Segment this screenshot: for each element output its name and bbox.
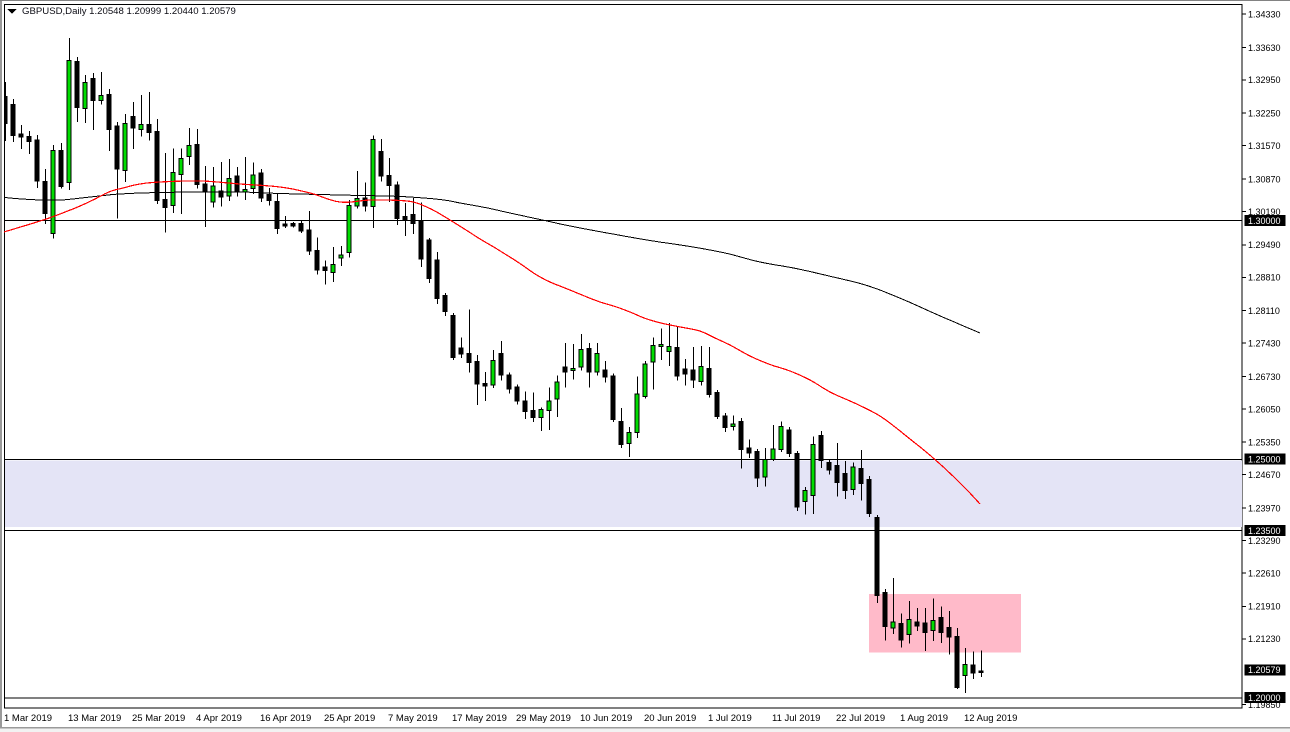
svg-text:1.20000: 1.20000 bbox=[1248, 693, 1281, 703]
svg-text:1.30190: 1.30190 bbox=[1248, 207, 1281, 217]
svg-text:1.25000: 1.25000 bbox=[1248, 454, 1281, 464]
svg-text:1.22610: 1.22610 bbox=[1248, 568, 1281, 578]
svg-text:7 May 2019: 7 May 2019 bbox=[388, 713, 438, 724]
svg-text:1.23500: 1.23500 bbox=[1248, 526, 1281, 536]
svg-text:1.31570: 1.31570 bbox=[1248, 141, 1281, 151]
svg-text:25 Apr 2019: 25 Apr 2019 bbox=[324, 713, 375, 724]
svg-text:11 Jul 2019: 11 Jul 2019 bbox=[772, 713, 820, 724]
svg-text:1.25350: 1.25350 bbox=[1248, 438, 1281, 448]
svg-text:12 Aug 2019: 12 Aug 2019 bbox=[964, 713, 1017, 724]
svg-text:1.30870: 1.30870 bbox=[1248, 174, 1281, 184]
svg-text:1.28810: 1.28810 bbox=[1248, 273, 1281, 283]
svg-text:1.26730: 1.26730 bbox=[1248, 372, 1281, 382]
svg-text:1.32250: 1.32250 bbox=[1248, 109, 1281, 119]
svg-text:GBPUSD,Daily 1.20548 1.20999: GBPUSD,Daily 1.20548 1.20999 1.20440 1.2… bbox=[22, 6, 236, 17]
svg-text:1.34330: 1.34330 bbox=[1248, 9, 1281, 19]
svg-text:1 Aug 2019: 1 Aug 2019 bbox=[900, 713, 948, 724]
svg-text:1.28110: 1.28110 bbox=[1248, 306, 1280, 316]
svg-text:1.20579: 1.20579 bbox=[1248, 665, 1281, 675]
svg-text:29 May 2019: 29 May 2019 bbox=[516, 713, 571, 724]
svg-text:1.21910: 1.21910 bbox=[1248, 602, 1281, 612]
svg-text:25 Mar 2019: 25 Mar 2019 bbox=[132, 713, 185, 724]
svg-text:1.27430: 1.27430 bbox=[1248, 339, 1281, 349]
svg-text:1.29490: 1.29490 bbox=[1248, 240, 1281, 250]
svg-text:20 Jun 2019: 20 Jun 2019 bbox=[644, 713, 696, 724]
svg-text:1.30000: 1.30000 bbox=[1248, 216, 1281, 226]
svg-text:10 Jun 2019: 10 Jun 2019 bbox=[580, 713, 632, 724]
svg-text:17 May 2019: 17 May 2019 bbox=[452, 713, 507, 724]
svg-text:22 Jul 2019: 22 Jul 2019 bbox=[836, 713, 885, 724]
svg-text:1.23970: 1.23970 bbox=[1248, 504, 1281, 514]
svg-text:1.21230: 1.21230 bbox=[1248, 634, 1281, 644]
svg-text:16 Apr 2019: 16 Apr 2019 bbox=[260, 713, 311, 724]
svg-text:13 Mar 2019: 13 Mar 2019 bbox=[68, 713, 121, 724]
svg-text:1.33630: 1.33630 bbox=[1248, 43, 1281, 53]
svg-text:1.24670: 1.24670 bbox=[1248, 470, 1281, 480]
svg-text:1 Jul 2019: 1 Jul 2019 bbox=[708, 713, 752, 724]
svg-text:1 Mar 2019: 1 Mar 2019 bbox=[4, 713, 52, 724]
svg-text:4 Apr 2019: 4 Apr 2019 bbox=[196, 713, 242, 724]
svg-text:1.19850: 1.19850 bbox=[1248, 700, 1281, 710]
svg-text:1.26050: 1.26050 bbox=[1248, 404, 1281, 414]
svg-text:1.32950: 1.32950 bbox=[1248, 75, 1281, 85]
svg-text:1.23290: 1.23290 bbox=[1248, 536, 1281, 546]
